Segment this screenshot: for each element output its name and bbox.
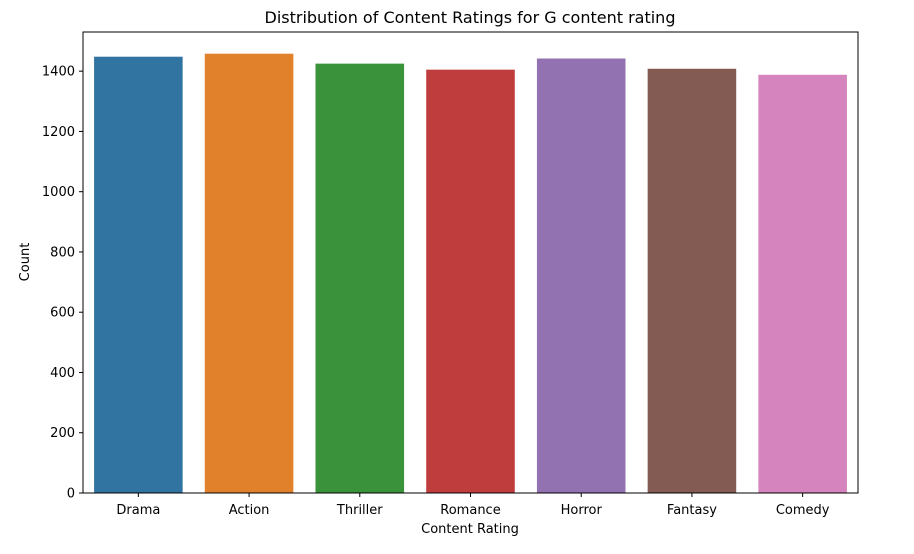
bar-action: [204, 53, 294, 493]
x-tick-label-thriller: Thriller: [336, 503, 383, 518]
y-tick-label: 1400: [42, 65, 75, 80]
y-tick-label: 600: [50, 306, 75, 321]
bar-comedy: [758, 74, 847, 494]
x-tick-label-romance: Romance: [440, 503, 500, 518]
bar-horror: [536, 58, 626, 493]
y-axis-label: Count: [18, 243, 33, 282]
bars-group: [94, 53, 847, 494]
x-tick-label-action: Action: [229, 503, 270, 518]
y-tick-label: 800: [50, 245, 75, 260]
chart-title: Distribution of Content Ratings for G co…: [265, 8, 676, 27]
x-tick-label-fantasy: Fantasy: [667, 503, 717, 518]
bar-drama: [94, 56, 183, 494]
bar-fantasy: [647, 68, 737, 494]
y-tick-label: 1000: [42, 185, 75, 200]
plot-frame: [82, 31, 859, 494]
bar-romance: [426, 69, 515, 494]
x-tick-label-comedy: Comedy: [776, 503, 830, 518]
y-tick-label: 400: [50, 366, 75, 381]
y-tick-label: 200: [50, 426, 75, 441]
x-tick-label-horror: Horror: [561, 503, 603, 518]
x-axis-label: Content Rating: [421, 522, 519, 537]
x-tick-label-drama: Drama: [116, 503, 160, 518]
y-tick-label: 1200: [42, 125, 75, 140]
bar-thriller: [315, 63, 405, 493]
x-axis: Drama Action Thriller Romance Horror Fantasy C…: [116, 493, 830, 518]
y-tick-label: 0: [67, 487, 75, 502]
y-axis: 0 200 400 600 800 1000 1200 1400: [42, 65, 83, 502]
